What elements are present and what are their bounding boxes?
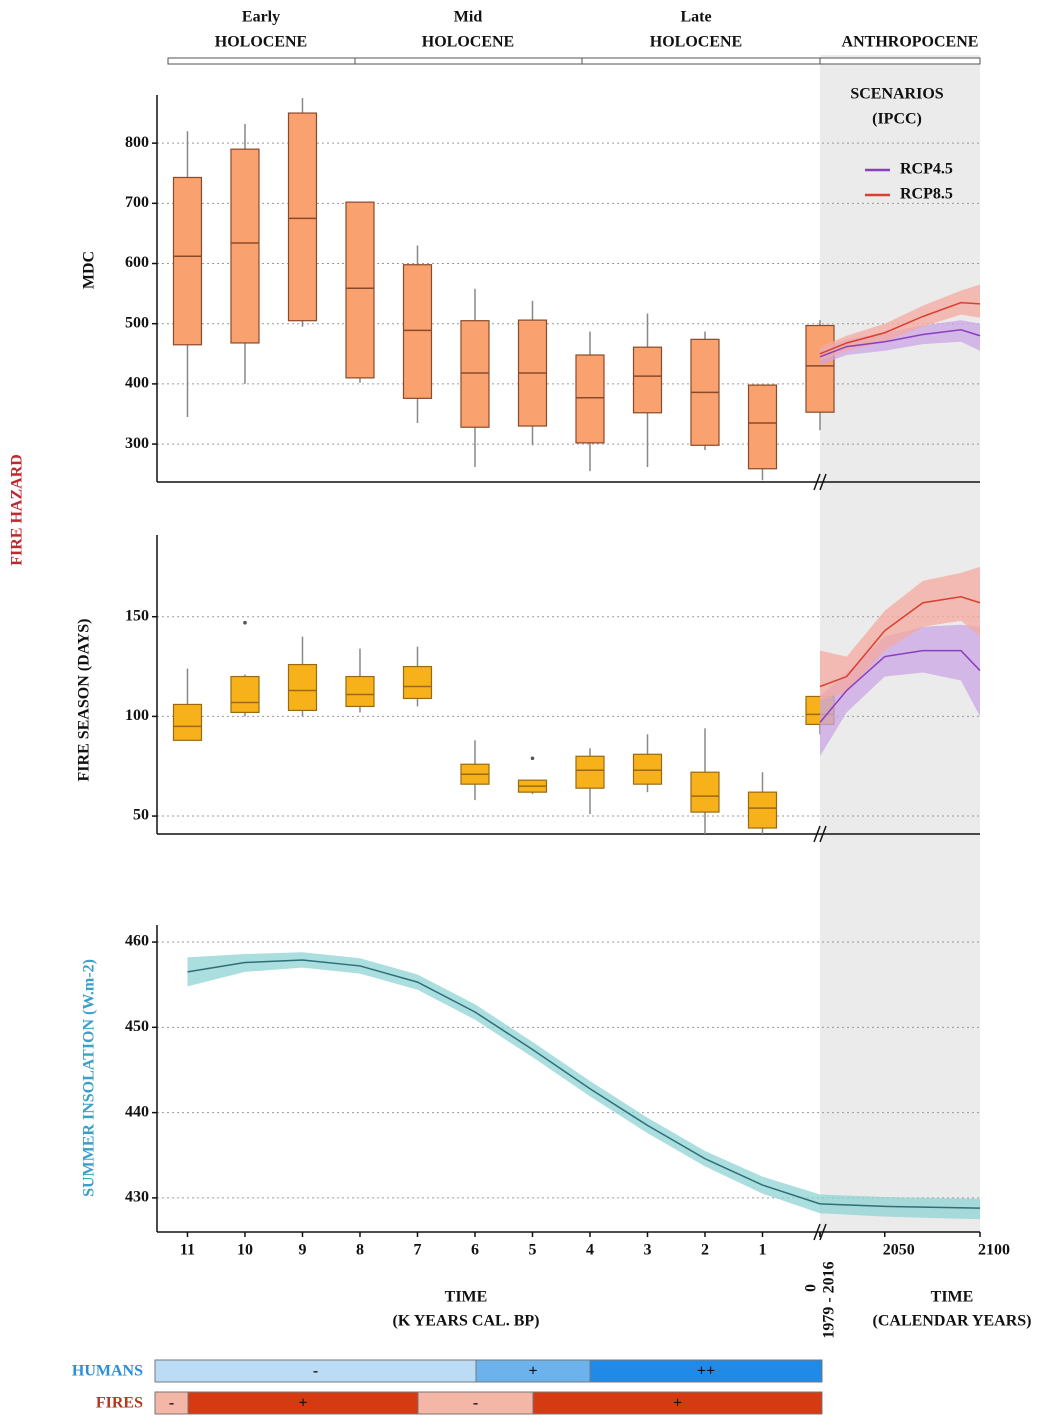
scenario-line <box>819 596 981 688</box>
axis-break <box>813 825 821 843</box>
axis-break <box>819 1223 827 1241</box>
y-axis-label: FIRE SEASON (DAYS) <box>76 619 93 782</box>
y-tick-label: 150 <box>125 607 149 624</box>
period-label: HOLOCENE <box>422 34 514 51</box>
y-tick-label: 700 <box>125 194 149 211</box>
y-tick-label: 500 <box>125 314 149 331</box>
x-tick-label: 1979 - 2016 <box>821 1261 838 1338</box>
x-tick-label: 2050 <box>883 1242 915 1259</box>
x-tick-label: 9 <box>298 1242 306 1259</box>
x-tick-label: 5 <box>528 1242 536 1259</box>
box-body <box>345 201 375 379</box>
x-tick-label: 7 <box>413 1242 421 1259</box>
x-axis-label: TIME <box>445 1289 488 1306</box>
confidence-band <box>187 952 821 1214</box>
period-label: Mid <box>454 9 483 26</box>
box-body <box>747 384 778 470</box>
period-label: Early <box>242 9 280 26</box>
y-axis-label: SUMMER INSOLATION (W.m-2) <box>81 959 98 1197</box>
row-segment-label: - <box>473 1395 478 1412</box>
y-tick-label: 800 <box>125 134 149 151</box>
box-outlier <box>530 756 535 761</box>
box-body <box>230 675 260 714</box>
scenario-band <box>820 284 980 362</box>
box-body <box>805 324 835 413</box>
period-label: HOLOCENE <box>650 34 742 51</box>
box-body <box>632 753 663 785</box>
box-body <box>230 148 260 344</box>
box-body <box>575 354 605 444</box>
axis-break <box>819 825 827 843</box>
x-tick-label: 10 <box>237 1242 253 1259</box>
series-line <box>187 959 821 1205</box>
box-body <box>690 771 720 813</box>
legend-title: (IPCC) <box>872 111 922 128</box>
y-tick-label: 300 <box>125 435 149 452</box>
x-tick-label: 8 <box>356 1242 364 1259</box>
x-tick-label: 11 <box>180 1242 195 1259</box>
box-body <box>460 320 490 428</box>
y-tick-label: 600 <box>125 254 149 271</box>
legend-title: SCENARIOS <box>850 86 943 103</box>
x2-axis-label: TIME <box>931 1289 974 1306</box>
x-tick-label: 0 <box>803 1284 820 1292</box>
row-segment-label: - <box>169 1395 174 1412</box>
box-outlier <box>243 620 247 625</box>
period-bracket <box>167 57 981 65</box>
row-segment-label: + <box>298 1395 307 1412</box>
x-tick-label: 6 <box>471 1242 479 1259</box>
row-segment <box>589 1359 823 1383</box>
y-tick-label: 400 <box>125 375 149 392</box>
scenario-band <box>820 624 980 757</box>
box-body <box>287 112 318 322</box>
x-tick-label: 2 <box>701 1242 709 1259</box>
x-tick-label: 3 <box>643 1242 651 1259</box>
box-body <box>287 663 318 712</box>
row-segment-label: ++ <box>697 1363 715 1380</box>
group-label: FIRE HAZARD <box>9 454 26 566</box>
axis-break <box>819 473 827 491</box>
row-segment <box>532 1391 823 1415</box>
box-body <box>345 675 375 708</box>
y-tick-label: 50 <box>133 807 149 824</box>
row-label: HUMANS <box>72 1363 143 1380</box>
x-tick-label: 1 <box>758 1242 766 1259</box>
scenario-line <box>819 328 981 358</box>
y-tick-label: 100 <box>125 707 149 724</box>
box-body <box>747 791 778 829</box>
box-body <box>172 176 203 346</box>
box-body <box>402 264 433 399</box>
period-label: Late <box>680 9 711 26</box>
period-label: ANTHROPOCENE <box>842 34 979 51</box>
axis-break <box>813 1223 821 1241</box>
legend-label: RCP4.5 <box>900 161 953 178</box>
y-tick-label: 440 <box>125 1103 149 1120</box>
legend-label: RCP8.5 <box>900 186 953 203</box>
box-body <box>172 703 203 741</box>
y-tick-label: 460 <box>125 933 149 950</box>
scenario-line <box>819 649 981 723</box>
row-label: FIRES <box>96 1395 143 1412</box>
row-segment-label: + <box>528 1363 537 1380</box>
row-segment-label: + <box>673 1395 682 1412</box>
y-axis-label: MDC <box>81 251 98 289</box>
row-segment-label: - <box>313 1363 318 1380</box>
scenario-band <box>820 320 980 365</box>
y-tick-label: 430 <box>125 1189 149 1206</box>
x2-axis-label: (CALENDAR YEARS) <box>873 1313 1032 1330</box>
x-tick-label: 2100 <box>978 1242 1010 1259</box>
x-axis-label: (K YEARS CAL. BP) <box>393 1313 540 1330</box>
axis-break <box>813 473 821 491</box>
box-body <box>402 665 433 700</box>
series-line <box>819 1203 981 1209</box>
box-body <box>575 755 605 789</box>
scenario-line <box>819 301 981 355</box>
x-tick-label: 4 <box>586 1242 594 1259</box>
period-label: HOLOCENE <box>215 34 307 51</box>
y-tick-label: 450 <box>125 1018 149 1035</box>
box-body <box>632 346 663 414</box>
